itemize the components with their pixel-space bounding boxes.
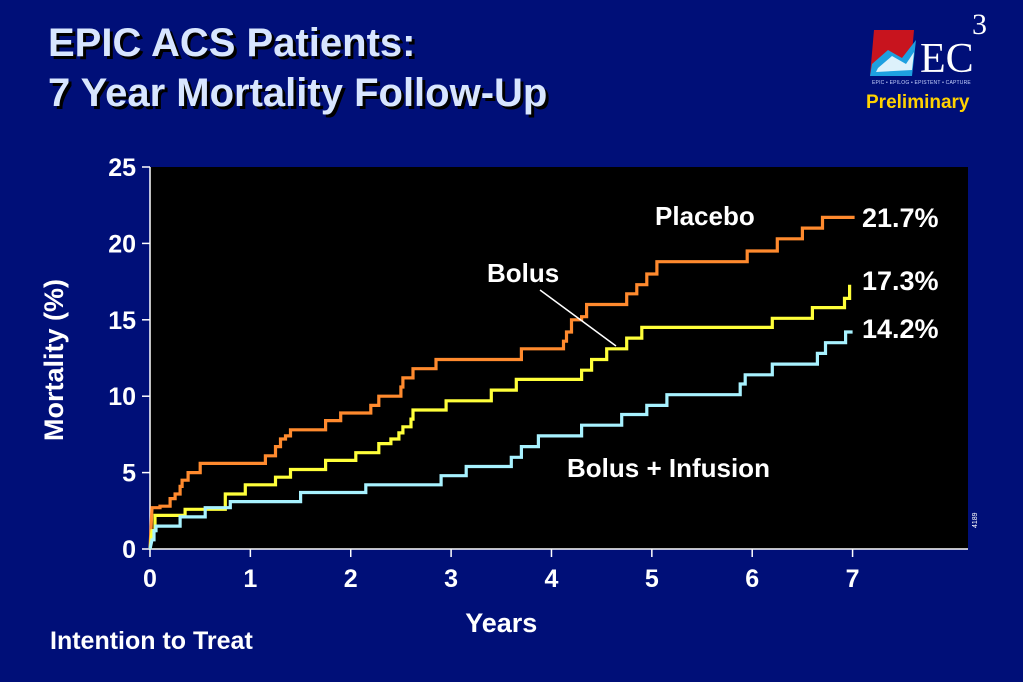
- series-name-placebo: Placebo: [655, 201, 755, 231]
- series-line-bolus: [148, 284, 852, 550]
- preliminary-label: Preliminary: [866, 92, 970, 113]
- end-value-bolus: 17.3%: [862, 266, 939, 296]
- logo-tagline: EPIC • EPILOG • EPISTENT • CAPTURE: [872, 80, 971, 86]
- x-tick-label: 6: [745, 565, 759, 593]
- title-line-1: EPIC ACS Patients:: [48, 21, 416, 65]
- end-value-bolus-infusion: 14.2%: [862, 314, 939, 344]
- logo-wave-white: [876, 52, 914, 72]
- title-line-2: 7 Year Mortality Follow-Up: [48, 71, 548, 115]
- x-tick-label: 5: [645, 565, 659, 593]
- series-name-bolus: Bolus: [487, 258, 559, 288]
- y-tick-label: 15: [108, 307, 136, 335]
- y-tick-label: 10: [108, 383, 136, 411]
- end-value-placebo: 21.7%: [862, 203, 939, 233]
- figure-number: 4189: [972, 512, 979, 528]
- y-axis-title: Mortality (%): [39, 279, 69, 441]
- series-line-placebo: [148, 215, 855, 550]
- footer-note: Intention to Treat: [50, 627, 253, 655]
- slide-title: EPIC ACS Patients: 7 Year Mortality Foll…: [48, 18, 547, 118]
- x-tick-label: 3: [444, 565, 458, 593]
- logo-text: EC: [920, 36, 974, 82]
- x-tick-label: 0: [143, 565, 157, 593]
- x-tick-label: 2: [344, 565, 358, 593]
- x-axis-title: Years: [465, 608, 537, 638]
- plot-area: [150, 167, 968, 549]
- y-tick-label: 25: [108, 154, 136, 182]
- y-tick-label: 0: [122, 536, 136, 564]
- y-tick-label: 20: [108, 230, 136, 258]
- e3c-logo: EC 3: [870, 8, 987, 82]
- labels-layer: Placebo 21.7% Bolus 17.3% Bolus + Infusion 14…: [487, 201, 939, 483]
- series-layer: [148, 215, 855, 550]
- series-name-bolus-infusion: Bolus + Infusion: [567, 453, 770, 483]
- logo-superscript: 3: [972, 8, 987, 41]
- x-tick-label: 1: [243, 565, 257, 593]
- series-line-bolus-infusion: [148, 330, 853, 550]
- y-tick-label: 5: [122, 460, 136, 488]
- x-tick-label: 4: [545, 565, 559, 593]
- bolus-label-pointer: [539, 289, 617, 347]
- x-tick-label: 7: [846, 565, 860, 593]
- axes: 0 5 10 15 20 25 0 1 2 3 4 5 6 7 Years Mortality (%): [39, 154, 968, 638]
